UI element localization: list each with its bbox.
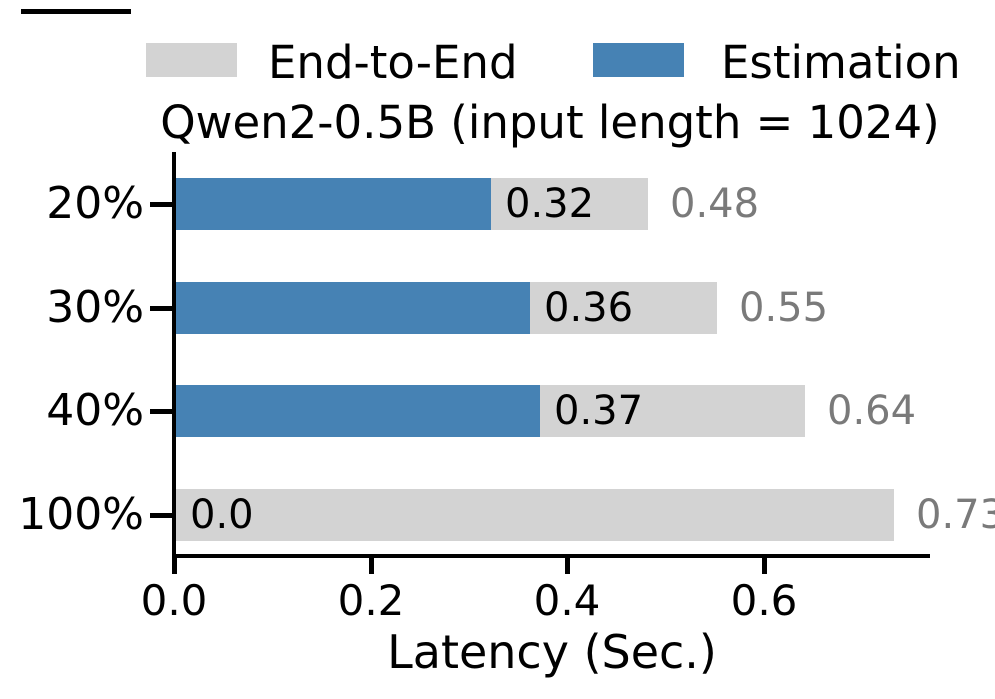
bar-label-end-to-end: 0.55 [739,285,829,331]
y-tick-mark [150,306,172,311]
y-tick-label: 20% [46,178,144,229]
legend-label-estimation: Estimation [721,36,961,89]
y-tick-label: 40% [46,385,144,436]
x-axis-label: Latency (Sec.) [387,625,717,679]
y-tick-label: 30% [46,282,144,333]
legend-swatch-end-to-end [146,43,237,77]
chart-title: Qwen2-0.5B (input length = 1024) [160,96,940,149]
x-tick-mark [369,558,374,574]
bar-label-estimation: 0.32 [505,181,595,227]
bar-label-end-to-end: 0.48 [670,181,760,227]
x-tick-mark [762,558,767,574]
y-axis-spine [172,152,176,558]
legend-swatch-estimation [593,43,684,77]
x-tick-label: 0.0 [140,576,208,625]
bar-label-estimation: 0.0 [190,492,254,538]
x-tick-mark [565,558,570,574]
bar-label-estimation: 0.37 [554,388,644,434]
y-tick-mark [150,202,172,207]
x-tick-label: 0.6 [730,576,798,625]
bar-label-end-to-end: 0.73 [916,492,995,538]
bar-label-estimation: 0.36 [544,285,634,331]
bar-estimation [176,385,540,437]
bar-end-to-end [176,489,894,541]
x-tick-label: 0.4 [533,576,601,625]
bar-estimation [176,178,491,230]
x-tick-label: 0.2 [337,576,405,625]
y-tick-mark [150,513,172,518]
bar-label-end-to-end: 0.64 [827,388,917,434]
crop-artifact-line [21,9,131,14]
x-axis-spine [172,554,930,558]
legend-label-end-to-end: End-to-End [268,36,518,89]
x-tick-mark [172,558,177,574]
y-tick-label: 100% [18,489,144,540]
bar-estimation [176,282,530,334]
y-tick-mark [150,409,172,414]
